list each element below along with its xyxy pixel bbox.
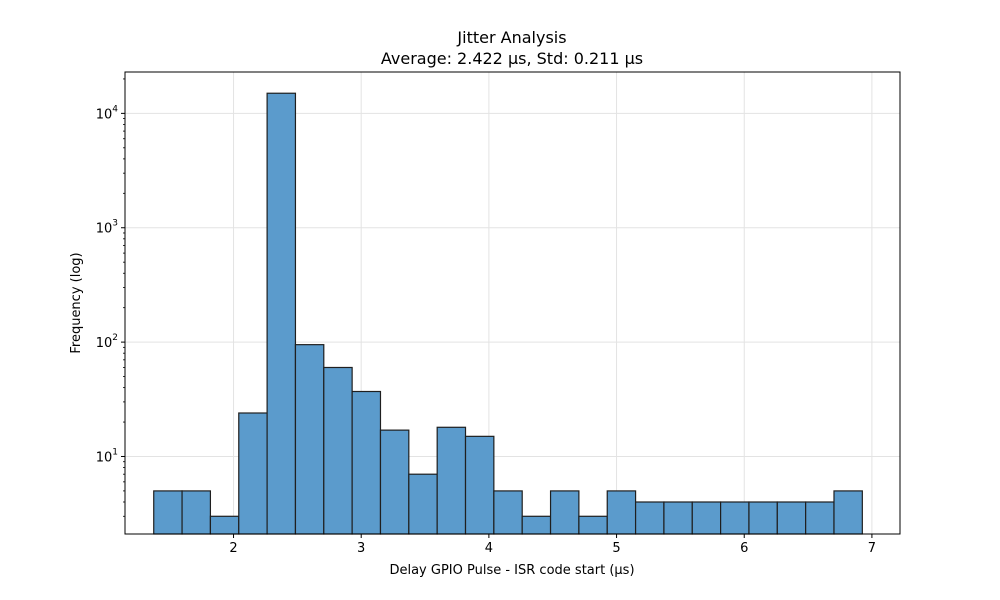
histogram-bars xyxy=(153,92,863,535)
histogram-bar xyxy=(408,473,438,535)
histogram-bar xyxy=(294,344,325,535)
y-tick-exponent: 3 xyxy=(112,219,118,229)
histogram-bar xyxy=(663,501,693,535)
histogram-bar xyxy=(181,490,212,535)
histogram-bar xyxy=(805,501,835,535)
histogram-bar xyxy=(833,490,863,535)
histogram-bar xyxy=(493,490,523,535)
histogram-bar xyxy=(238,412,268,535)
y-tick-base: 10 xyxy=(96,222,113,237)
histogram-bar xyxy=(748,501,778,535)
x-tick-label: 3 xyxy=(357,541,365,556)
plot-frame xyxy=(124,71,901,535)
histogram-bar xyxy=(578,515,608,535)
histogram-bar xyxy=(153,490,183,535)
y-tick-base: 10 xyxy=(96,450,113,465)
histogram-bar xyxy=(351,390,382,535)
x-tick-label: 2 xyxy=(229,541,237,556)
histogram-bar xyxy=(436,426,467,535)
x-tick-label: 7 xyxy=(868,541,876,556)
histogram-bar xyxy=(634,501,665,535)
histogram-bar xyxy=(521,515,552,535)
histogram-bar xyxy=(379,429,410,535)
x-axis-label: Delay GPIO Pulse - ISR code start (µs) xyxy=(389,563,634,578)
x-tick-label: 5 xyxy=(612,541,620,556)
y-tick-label: 101 xyxy=(96,447,118,465)
histogram-bar xyxy=(266,92,297,535)
y-axis-label: Frequency (log) xyxy=(69,252,84,353)
x-tick-label: 4 xyxy=(485,541,493,556)
histogram-bar xyxy=(323,366,353,535)
y-tick-exponent: 4 xyxy=(112,104,118,114)
histogram-bar xyxy=(549,490,580,535)
histogram-bar xyxy=(209,515,240,535)
y-tick-base: 10 xyxy=(96,336,113,351)
x-axis-ticks: 2 3 4 5 6 7 xyxy=(229,534,876,556)
chart-title: Jitter Analysis xyxy=(456,28,566,47)
y-tick-label: 102 xyxy=(96,333,118,351)
histogram-bar xyxy=(464,435,495,535)
chart-subtitle: Average: 2.422 µs, Std: 0.211 µs xyxy=(381,49,643,68)
y-tick-exponent: 1 xyxy=(112,447,118,457)
histogram-bar xyxy=(606,490,637,535)
y-tick-exponent: 2 xyxy=(112,333,118,343)
histogram-bar xyxy=(720,501,750,535)
x-tick-label: 6 xyxy=(740,541,748,556)
y-tick-label: 103 xyxy=(96,219,118,237)
histogram-bar xyxy=(691,501,722,535)
histogram-bar xyxy=(776,501,807,535)
y-tick-label: 104 xyxy=(96,104,119,122)
y-tick-base: 10 xyxy=(96,107,113,122)
